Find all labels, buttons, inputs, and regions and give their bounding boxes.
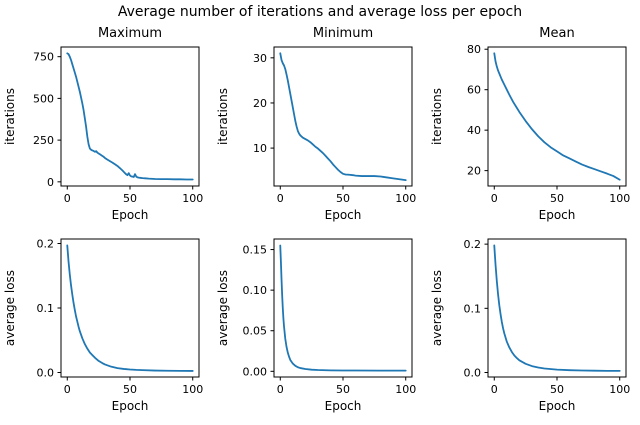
subplot-minimum-loss: 0 50 100 0.00 0.05 0.10 0.15 average loss Epoch [216, 238, 417, 413]
subplot-mean-iterations: 0 50 100 20 40 60 80 iterations Epoch Mean [430, 26, 630, 222]
series-line [493, 52, 621, 181]
y-axis-label: average loss [216, 270, 230, 346]
axes-box [60, 238, 200, 378]
y-tick-label: 60 [467, 84, 481, 97]
y-axis-label: iterations [216, 88, 230, 145]
y-tick-label: 0.00 [243, 365, 268, 378]
y-tick-label: 0.1 [37, 302, 55, 315]
x-tick-label: 0 [277, 192, 284, 205]
subplot-mean-loss: 0 50 100 0.0 0.1 0.2 average loss Epoch [430, 238, 630, 413]
x-tick-label: 0 [490, 383, 497, 396]
y-tick-label: 250 [33, 134, 54, 147]
y-tick-label: 0.05 [243, 325, 268, 338]
series-line [279, 244, 407, 372]
x-tick-label: 100 [396, 383, 417, 396]
y-tick-label: 0.0 [37, 366, 55, 379]
x-axis-label: Epoch [112, 208, 149, 222]
x-tick-label: 100 [609, 383, 630, 396]
x-tick-label: 50 [550, 383, 564, 396]
y-tick-label: 0.1 [463, 302, 481, 315]
x-tick-label: 100 [182, 192, 203, 205]
y-axis-label: average loss [3, 270, 17, 346]
y-tick-label: 0.15 [243, 244, 268, 257]
x-axis-label: Epoch [325, 208, 362, 222]
y-tick-label: 20 [467, 165, 481, 178]
y-tick-label: 20 [253, 97, 267, 110]
x-tick-label: 50 [550, 192, 564, 205]
y-tick-label: 30 [253, 52, 267, 65]
y-tick-label: 40 [467, 124, 481, 137]
y-tick-label: 0.2 [463, 238, 481, 251]
figure-title: Average number of iterations and average… [117, 4, 523, 20]
series-line [66, 52, 194, 181]
x-axis-label: Epoch [112, 399, 149, 413]
y-tick-label: 10 [253, 142, 267, 155]
x-tick-label: 100 [609, 192, 630, 205]
y-tick-label: 0.0 [463, 367, 481, 380]
y-axis-label: average loss [430, 270, 444, 346]
subplot-maximum-loss: 0 50 100 0.0 0.1 0.2 average loss Epoch [3, 238, 203, 413]
x-tick-label: 100 [396, 192, 417, 205]
y-tick-label: 750 [33, 51, 54, 64]
y-tick-label: 500 [33, 92, 54, 105]
y-tick-label: 0 [47, 176, 54, 189]
series-line [279, 52, 407, 182]
subplot-title: Minimum [313, 26, 373, 41]
x-tick-label: 0 [64, 383, 71, 396]
x-axis-label: Epoch [538, 208, 575, 222]
x-axis-label: Epoch [538, 399, 575, 413]
axes-box [60, 46, 200, 187]
y-axis-label: iterations [3, 88, 17, 145]
y-tick-label: 0.10 [243, 284, 268, 297]
axes-box [273, 238, 413, 378]
x-tick-label: 50 [123, 383, 137, 396]
subplot-title: Maximum [98, 26, 162, 41]
axes-box [487, 46, 627, 187]
series-line [66, 244, 194, 372]
x-axis-label: Epoch [325, 399, 362, 413]
subplot-maximum-iterations: 0 50 100 0 250 500 750 iterations Epoch Maximum [3, 26, 203, 222]
y-tick-label: 80 [467, 43, 481, 56]
x-tick-label: 0 [277, 383, 284, 396]
y-tick-label: 0.2 [37, 238, 55, 251]
x-tick-label: 100 [182, 383, 203, 396]
series-line [493, 244, 621, 372]
x-tick-label: 50 [336, 383, 350, 396]
x-tick-label: 0 [490, 192, 497, 205]
y-axis-label: iterations [430, 88, 444, 145]
subplot-minimum-iterations: 0 50 100 10 20 30 iterations Epoch Minimum [216, 26, 417, 222]
axes-box [487, 238, 627, 378]
x-tick-label: 50 [123, 192, 137, 205]
x-tick-label: 0 [64, 192, 71, 205]
x-tick-label: 50 [336, 192, 350, 205]
subplot-title: Mean [539, 26, 574, 41]
subplot-grid: 0 50 100 0 250 500 750 iterations Epoch Maximum 0… [0, 22, 640, 425]
